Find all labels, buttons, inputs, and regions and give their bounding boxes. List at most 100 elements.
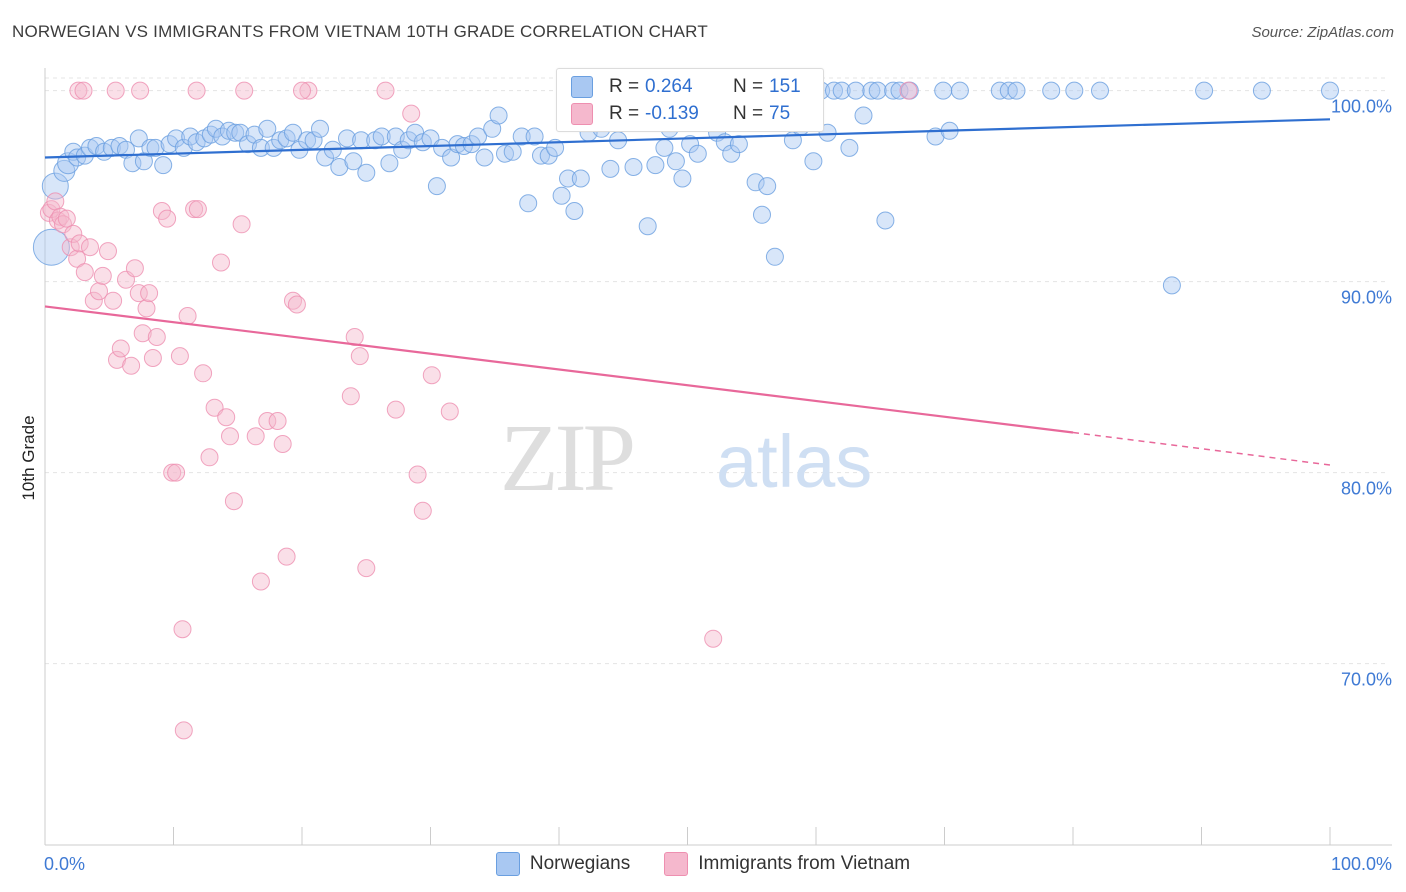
norwegian-point [532, 146, 550, 165]
norwegian-point [868, 81, 887, 100]
vietnam-point [163, 463, 182, 482]
norwegian-point [539, 146, 558, 165]
legend-label-vietnam: Immigrants from Vietnam [698, 853, 911, 874]
vietnam-point [147, 328, 166, 346]
norwegian-point [765, 247, 784, 266]
norwegian-point [1321, 81, 1339, 100]
vietnam-point [75, 263, 94, 282]
vietnam-point [350, 347, 369, 366]
vietnam-point [899, 81, 918, 100]
vietnam-point [61, 238, 80, 257]
vietnam-point [205, 398, 224, 417]
legend-label-norwegians: Norwegians [529, 853, 631, 874]
watermark-atlas: atlas [716, 420, 872, 503]
vietnam-point [170, 347, 189, 366]
vietnam-point [258, 412, 277, 430]
norwegian-point [380, 154, 399, 173]
legend-item-norwegians[interactable]: Norwegians [495, 852, 631, 876]
y-tick-label: 100.0% [1331, 97, 1392, 117]
norwegian-point [846, 81, 865, 100]
norwegian-point [729, 135, 748, 154]
vietnam-point [235, 81, 254, 100]
norwegian-point [1007, 81, 1026, 100]
stats-swatch-norwegians [571, 76, 593, 98]
norwegian-point [1042, 81, 1061, 100]
norwegian-point [552, 186, 571, 205]
vietnam-point [212, 253, 230, 272]
norwegian-point [876, 211, 895, 230]
vietnam-point [68, 249, 87, 268]
n-label: N = [733, 103, 764, 124]
vietnam-point [158, 209, 177, 228]
vietnam-point [93, 266, 112, 285]
vietnam-point [341, 387, 360, 406]
norwegian-point [219, 121, 238, 140]
norwegian-point [722, 144, 741, 163]
norwegian-point [512, 127, 531, 146]
watermark: ZIP atlas [500, 404, 872, 511]
y-tick-label: 90.0% [1341, 288, 1392, 308]
norwegian-point [666, 152, 685, 171]
vietnam-point [140, 284, 159, 303]
chart-title: NORWEGIAN VS IMMIGRANTS FROM VIETNAM 10T… [12, 22, 708, 41]
norwegian-point [688, 144, 707, 163]
r-value-vietnam: -0.139 [645, 103, 699, 124]
norwegian-point [655, 138, 674, 157]
norwegian-point [825, 81, 843, 100]
vietnam-point [137, 299, 156, 318]
norwegian-point [264, 138, 283, 157]
norwegian-point [525, 127, 544, 146]
vietnam-trend-extension [1072, 431, 1331, 466]
norwegian-point [1091, 81, 1109, 100]
norwegian-point [129, 129, 148, 148]
n-value-vietnam: 75 [769, 103, 791, 124]
norwegian-point [258, 119, 277, 138]
vietnam-point [376, 81, 395, 100]
norwegian-point [571, 169, 590, 188]
r-label: R = [609, 103, 640, 124]
norwegian-point [41, 172, 69, 200]
norwegian-point [330, 158, 349, 176]
norwegian-point [357, 163, 376, 182]
points-layer [32, 81, 1339, 740]
vietnam-point [70, 234, 89, 253]
norwegian-point [926, 127, 945, 146]
norwegian-point [559, 169, 577, 188]
source-label: Source: ZipAtlas.com [1251, 24, 1394, 41]
x-tick-label: 100.0% [1331, 854, 1392, 874]
legend-item-vietnam[interactable]: Immigrants from Vietnam [664, 852, 910, 876]
vietnam-point [81, 238, 99, 257]
norwegian-point [624, 158, 643, 176]
vietnam-point [64, 224, 83, 243]
norwegian-point [32, 228, 70, 266]
vietnam-point [273, 435, 292, 453]
trend-layer [44, 118, 1331, 466]
norwegian-point [201, 125, 220, 144]
stats-box: R = 0.264 N = 151 R = -0.139 N = 75 [556, 68, 824, 132]
norwegian-point [840, 138, 859, 157]
norwegian-point [832, 81, 851, 100]
norwegian-point [503, 142, 522, 161]
norwegian-point [146, 138, 165, 157]
norwegian-point [393, 140, 412, 159]
vietnam-point [143, 349, 162, 367]
norwegian-point [746, 173, 765, 192]
vietnam-point [173, 620, 192, 639]
norwegian-point [1162, 276, 1181, 295]
vietnam-point [111, 339, 130, 358]
vietnam-point [386, 400, 405, 419]
vietnam-point [174, 721, 193, 740]
vietnam-point [167, 463, 186, 482]
norwegians-trend-line [44, 118, 1331, 159]
vietnam-point [187, 81, 206, 100]
stats-row-vietnam: R = -0.139 N = 75 [571, 101, 790, 127]
grid-layer [45, 77, 1388, 665]
vietnam-point [357, 559, 376, 578]
vietnam-point [217, 408, 236, 427]
y-tick-label: 70.0% [1341, 670, 1392, 690]
vietnam-point [69, 81, 88, 100]
norwegian-point [399, 131, 418, 150]
vietnam-point [200, 448, 219, 467]
norwegian-point [489, 106, 508, 125]
